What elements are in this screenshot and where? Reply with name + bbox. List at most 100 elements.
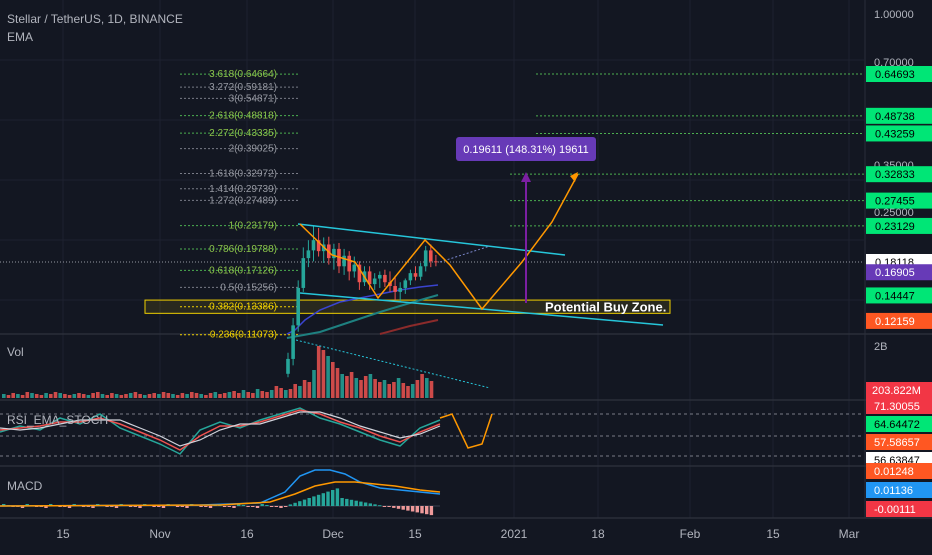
macd-histogram-bar[interactable] [91, 506, 95, 508]
price-badge[interactable] [866, 166, 932, 183]
candle-body[interactable] [306, 250, 311, 259]
macd-histogram-bar[interactable] [307, 498, 311, 506]
price-axis[interactable]: 1.000000.700000.350000.250000.646930.487… [866, 9, 932, 517]
volume-bar[interactable] [298, 386, 302, 398]
macd-histogram-bar[interactable] [105, 506, 109, 507]
volume-bar[interactable] [166, 393, 171, 398]
volume-bar[interactable] [72, 394, 77, 398]
volume-bar[interactable] [180, 393, 185, 398]
volume-bar[interactable] [241, 390, 246, 398]
macd-histogram-bar[interactable] [312, 496, 316, 506]
volume-bar[interactable] [260, 391, 265, 398]
volume-bar[interactable] [293, 384, 297, 398]
volume-bar[interactable] [133, 392, 138, 398]
volume-axis-label[interactable]: 2B [874, 341, 887, 353]
candle-body[interactable] [378, 274, 382, 279]
volume-bar[interactable] [382, 380, 387, 398]
macd-histogram-bar[interactable] [185, 506, 189, 508]
volume-bar[interactable] [25, 392, 30, 398]
volume-bar[interactable] [269, 390, 274, 398]
macd-histogram-bar[interactable] [335, 488, 340, 506]
time-tick-label[interactable]: 15 [56, 527, 70, 541]
buy-zone-label[interactable]: Potential Buy Zone. [545, 300, 666, 315]
macd-histogram-bar[interactable] [20, 506, 25, 508]
candle-body[interactable] [403, 280, 408, 288]
macd-histogram-bar[interactable] [237, 504, 241, 506]
macd-histogram-bar[interactable] [316, 494, 321, 506]
macd-histogram-bar[interactable] [382, 506, 387, 507]
macd-histogram-bar[interactable] [363, 502, 368, 507]
macd-histogram-bar[interactable] [284, 506, 288, 507]
volume-bar[interactable] [265, 392, 269, 398]
volume-bar[interactable] [222, 393, 227, 398]
volume-bar[interactable] [110, 393, 114, 398]
candle-body[interactable] [398, 287, 402, 292]
macd-histogram-bar[interactable] [63, 506, 67, 507]
rsi-badge[interactable] [866, 434, 932, 450]
volume-bar[interactable] [20, 395, 25, 398]
macd-histogram-bar[interactable] [265, 505, 269, 506]
candle-body[interactable] [408, 273, 413, 281]
volume-bar[interactable] [147, 394, 152, 398]
volume-bar[interactable] [114, 394, 119, 398]
candle-body[interactable] [286, 358, 290, 374]
macd-histogram-bar[interactable] [401, 506, 405, 510]
candle-body[interactable] [383, 274, 387, 283]
macd-histogram-bar[interactable] [175, 506, 180, 507]
macd-histogram-bar[interactable] [359, 501, 363, 506]
volume-bar[interactable] [175, 395, 180, 398]
macd-histogram-bar[interactable] [274, 506, 278, 507]
volume-bar[interactable] [81, 394, 86, 398]
volume-bar[interactable] [420, 374, 424, 398]
macd-histogram-bar[interactable] [288, 504, 293, 506]
volume-badge[interactable] [866, 382, 932, 398]
candle-body[interactable] [342, 255, 346, 267]
macd-badge[interactable] [866, 463, 932, 479]
macd-histogram-bar[interactable] [255, 506, 260, 508]
macd-pane-label[interactable]: MACD [7, 479, 43, 493]
macd-histogram-bar[interactable] [180, 506, 184, 507]
macd-histogram-bar[interactable] [227, 506, 231, 507]
price-badge[interactable] [866, 287, 932, 304]
candle-body[interactable] [291, 325, 295, 359]
macd-histogram-bar[interactable] [199, 506, 203, 507]
volume-bar[interactable] [227, 392, 232, 398]
macd-histogram-bar[interactable] [378, 505, 382, 507]
volume-bar[interactable] [378, 382, 382, 398]
volume-bar[interactable] [91, 393, 95, 398]
volume-bar[interactable] [246, 392, 250, 398]
volume-bar[interactable] [354, 378, 359, 398]
volume-bar[interactable] [307, 382, 312, 398]
volume-bar[interactable] [392, 382, 396, 398]
buy-zone-box[interactable] [144, 299, 671, 314]
volume-bar[interactable] [44, 393, 48, 398]
macd-histogram-bar[interactable] [138, 506, 142, 508]
volume-bar[interactable] [53, 392, 58, 398]
macd-histogram-bar[interactable] [208, 506, 213, 508]
candle-body[interactable] [418, 266, 423, 277]
macd-histogram-bar[interactable] [44, 506, 48, 508]
macd-pane[interactable] [0, 469, 441, 516]
price-badge[interactable] [866, 264, 932, 281]
macd-histogram-bar[interactable] [86, 506, 90, 507]
volume-bar[interactable] [349, 372, 354, 398]
candle-body[interactable] [372, 278, 377, 285]
macd-histogram-bar[interactable] [373, 504, 377, 506]
volume-bar[interactable] [406, 386, 410, 398]
time-tick-label[interactable]: Nov [149, 527, 170, 541]
volume-bar[interactable] [96, 392, 100, 398]
channel-upper-line[interactable] [297, 223, 566, 256]
volume-bar[interactable] [6, 395, 11, 398]
macd-histogram-bar[interactable] [392, 506, 396, 508]
macd-histogram-bar[interactable] [396, 506, 401, 509]
time-tick-label[interactable]: Dec [322, 527, 343, 541]
candle-body[interactable] [429, 250, 433, 262]
volume-bar[interactable] [152, 393, 156, 398]
rsi-projection-path[interactable] [439, 413, 493, 449]
volume-bar[interactable] [30, 393, 34, 398]
volume-bar[interactable] [128, 393, 133, 398]
time-tick-label[interactable]: Feb [680, 527, 701, 541]
volume-bar[interactable] [274, 386, 279, 398]
price-tick-label[interactable]: 1.00000 [874, 9, 914, 21]
macd-histogram-bar[interactable] [410, 506, 415, 512]
